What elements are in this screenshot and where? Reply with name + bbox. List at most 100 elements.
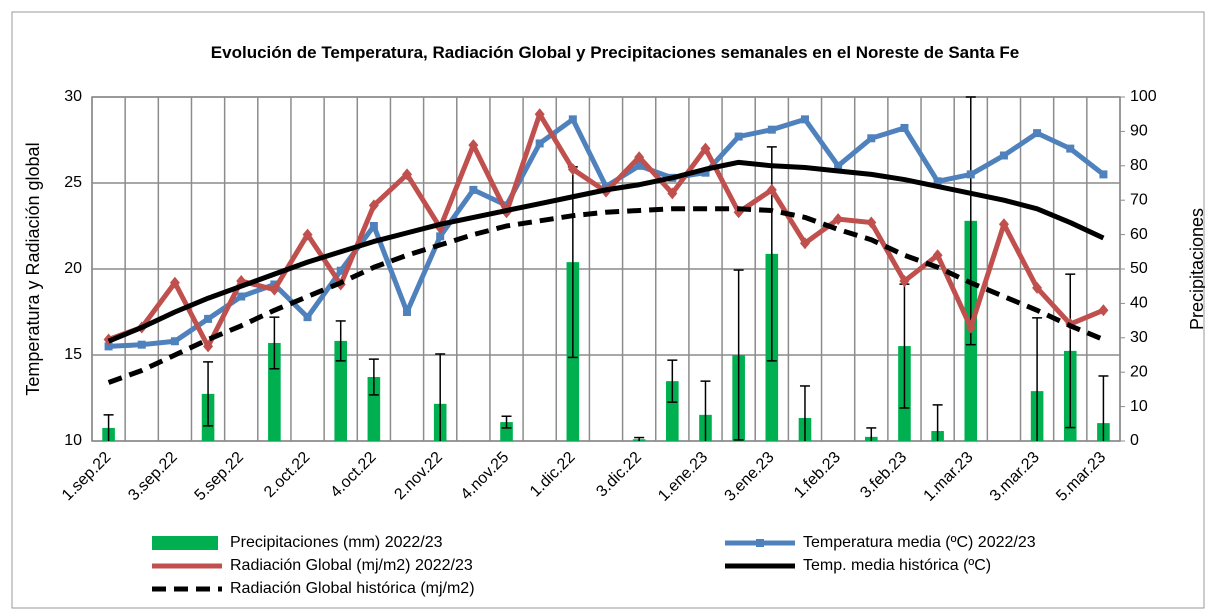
marker [1098,304,1109,317]
marker [667,187,678,200]
y2-axis-label: Precipitaciones [1187,208,1205,330]
marker [568,115,577,124]
line [107,159,1105,344]
marker [1033,129,1042,138]
marker [169,276,180,289]
legend-marker [756,539,764,547]
error-bar [1065,273,1076,429]
bar [367,377,381,441]
legend-label: Temperatura media (ºC) 2022/23 [803,534,1036,551]
marker [866,216,877,229]
chart-border [11,11,1205,609]
y-tick-label: 30 [64,88,82,105]
chart-title: Evolución de Temperatura, Radiación Glob… [210,43,1020,62]
error-bar [435,353,446,441]
marker [402,168,413,181]
error-bar [634,436,645,441]
error-bar [733,269,744,441]
y-tick-label: 10 [64,432,82,449]
marker [170,337,179,346]
error-bar [1098,375,1109,441]
marker [834,161,843,170]
marker [468,139,479,152]
bar [334,340,348,441]
legend-label: Radiación Global histórica (mj/m2) [230,580,475,597]
y2-tick-label: 20 [1130,363,1148,380]
y2-tick-label: 80 [1130,157,1148,174]
marker [933,177,942,186]
marker [535,139,544,148]
marker [1032,281,1043,294]
error-bar [203,361,214,427]
marker [368,199,379,212]
y2-tick-label: 100 [1130,88,1157,105]
legend-label: Temp. media histórica (ºC) [803,557,991,574]
marker [867,134,876,143]
marker [734,132,743,141]
error-bar [932,404,943,441]
bar [268,342,281,441]
marker [436,232,445,241]
error-bar [335,320,346,362]
legend-label: Radiación Global (mj/m2) 2022/23 [230,557,473,574]
marker [137,340,146,349]
error-bar [700,380,711,441]
error-bar [866,427,877,441]
marker [269,283,280,296]
error-bar [501,415,512,429]
marker [800,115,809,124]
y2-tick-label: 70 [1130,191,1148,208]
marker [998,218,1009,231]
marker [1099,170,1108,179]
y2-tick-label: 0 [1130,432,1139,449]
error-bar [766,146,777,362]
error-bar [269,316,280,370]
marker [700,142,711,155]
marker [701,168,710,177]
line [107,206,1105,385]
y-tick-label: 25 [64,174,82,191]
legend-swatch [152,536,218,550]
marker [635,161,644,170]
marker [634,151,645,164]
y-tick-label: 20 [64,260,82,277]
marker [534,108,545,121]
y2-tick-label: 50 [1130,260,1148,277]
marker [403,308,412,316]
y-tick-label: 15 [64,346,82,363]
marker [469,185,478,194]
marker [567,163,578,176]
marker [767,125,776,134]
bar [666,381,679,441]
error-bar [1032,317,1043,441]
marker [204,314,213,323]
marker [369,222,378,230]
marker [1066,144,1075,153]
marker [799,237,810,250]
marker [965,321,976,334]
error-bar [103,414,114,441]
bar [500,422,513,441]
marker [966,170,975,179]
error-bar [667,359,678,403]
marker [104,342,113,351]
y2-tick-label: 40 [1130,295,1148,312]
marker [999,151,1008,160]
marker [899,275,910,288]
marker [336,266,345,275]
marker [302,228,313,241]
marker [766,183,777,196]
error-bar [965,96,976,346]
marker [932,249,943,262]
y-axis-label: Temperatura y Radiación global [23,142,43,395]
y2-tick-label: 30 [1130,329,1148,346]
marker [303,313,312,322]
plot-area [91,96,1121,442]
marker [237,292,246,301]
marker [833,213,844,226]
y2-tick-label: 10 [1130,398,1148,415]
error-bar [799,385,810,441]
marker [900,123,909,132]
